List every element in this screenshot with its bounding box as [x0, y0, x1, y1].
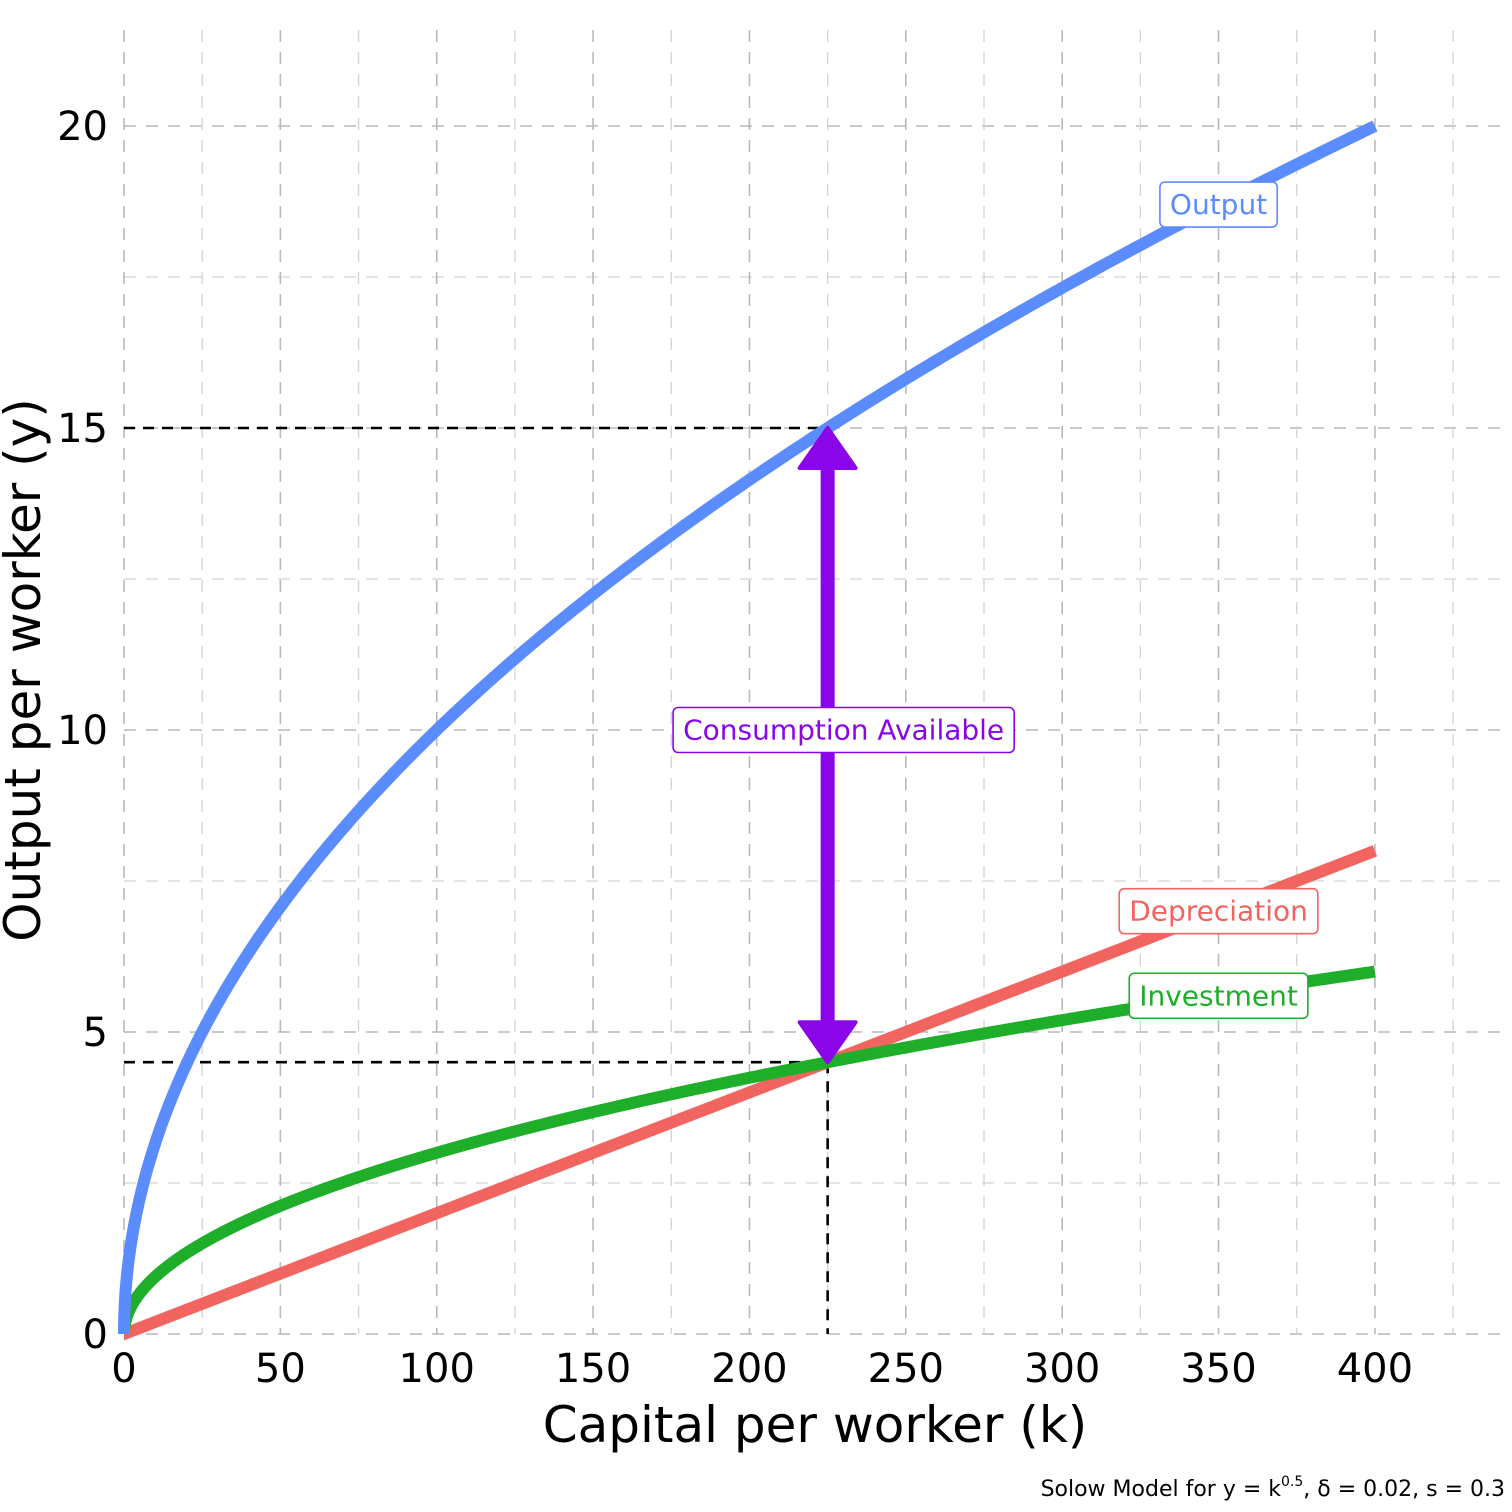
- y-axis-title: Output per worker (y): [0, 398, 52, 942]
- label-consumption-text: Consumption Available: [683, 714, 1004, 747]
- series-depreciation-line: [118, 845, 1378, 1340]
- label-output-text: Output: [1170, 188, 1267, 221]
- y-tick-label: 20: [57, 104, 108, 150]
- label-depreciation: Depreciation: [1118, 887, 1319, 935]
- label-investment-box: [1128, 972, 1309, 1020]
- consumption-arrowhead-down: [797, 1020, 858, 1065]
- x-tick-label: 300: [1024, 1346, 1100, 1392]
- y-tick-label: 10: [57, 708, 108, 754]
- label-consumption: Consumption Available: [672, 706, 1015, 754]
- x-tick-label: 100: [399, 1346, 475, 1392]
- label-depreciation-box: [1118, 887, 1319, 935]
- x-tick-label: 250: [868, 1346, 944, 1392]
- series-investment-line: [118, 965, 1378, 1340]
- caption-prefix: Solow Model for y = k: [1041, 1477, 1282, 1502]
- series-labels: Output Depreciation Investment Consumption …: [672, 181, 1319, 1020]
- steady-state-guides: [124, 426, 829, 1334]
- caption: Solow Model for y = k0.5, δ = 0.02, s = …: [1041, 1474, 1505, 1502]
- x-tick-label: 150: [555, 1346, 631, 1392]
- x-tick-label: 0: [111, 1346, 136, 1392]
- x-tick-label: 50: [255, 1346, 306, 1392]
- x-tick-label: 200: [711, 1346, 787, 1392]
- label-investment: Investment: [1128, 972, 1309, 1020]
- consumption-arrowhead-up: [797, 426, 858, 470]
- tick-labels: 0 50 100 150 200 250 300 350 400 0 5 10 15 20: [57, 104, 1413, 1392]
- label-output: Output: [1159, 181, 1278, 228]
- x-tick-label: 350: [1180, 1346, 1256, 1392]
- label-output-box: [1159, 181, 1278, 228]
- y-tick-label: 15: [57, 406, 108, 452]
- label-depreciation-text: Depreciation: [1129, 895, 1308, 928]
- label-consumption-box: [672, 706, 1015, 754]
- y-tick-label: 5: [83, 1010, 108, 1056]
- x-axis-title: Capital per worker (k): [543, 1396, 1088, 1454]
- label-investment-text: Investment: [1139, 979, 1298, 1012]
- caption-suffix: , δ = 0.02, s = 0.3: [1303, 1477, 1505, 1502]
- caption-superscript: 0.5: [1281, 1474, 1303, 1490]
- y-tick-label: 0: [83, 1312, 108, 1358]
- x-tick-label: 400: [1337, 1346, 1413, 1392]
- grid: [123, 30, 1500, 1335]
- series-output-line: [118, 120, 1378, 1339]
- series-lines: [118, 120, 1378, 1340]
